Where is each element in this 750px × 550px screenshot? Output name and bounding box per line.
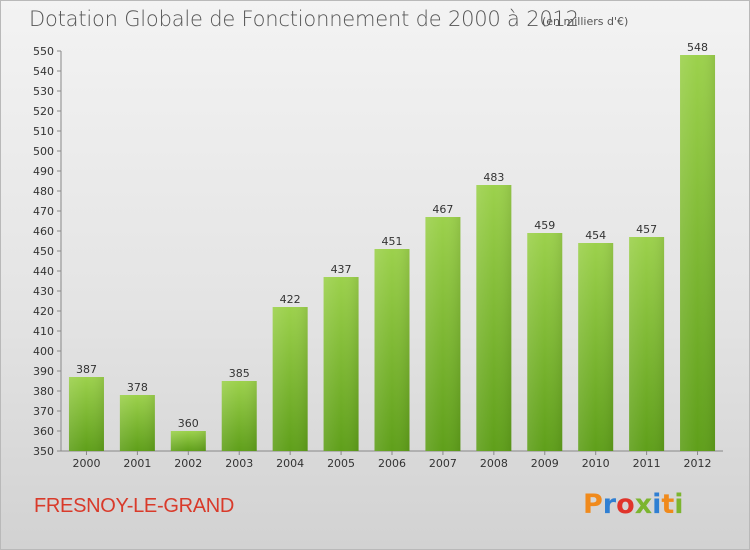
bar-shine	[680, 55, 716, 451]
data-label: 548	[687, 41, 708, 54]
data-label: 437	[331, 263, 352, 276]
y-tick-label: 390	[33, 365, 54, 378]
data-label: 459	[534, 219, 555, 232]
x-tick-label: 2005	[327, 457, 355, 470]
data-label: 451	[382, 235, 403, 248]
chart-subtitle: (en milliers d'€)	[542, 15, 629, 28]
logo-letter: r	[602, 489, 617, 520]
y-tick-label: 400	[33, 345, 54, 358]
y-tick-label: 550	[33, 45, 54, 58]
bar-shine	[374, 249, 410, 451]
x-tick-label: 2002	[174, 457, 202, 470]
x-tick-label: 2004	[276, 457, 304, 470]
y-tick-label: 420	[33, 305, 54, 318]
y-tick-label: 450	[33, 245, 54, 258]
y-tick-label: 530	[33, 85, 54, 98]
x-tick-label: 2012	[684, 457, 712, 470]
logo-letter: P	[583, 489, 603, 520]
commune-name: FRESNOY-LE-GRAND	[34, 495, 235, 517]
data-label: 467	[432, 203, 453, 216]
y-tick-label: 520	[33, 105, 54, 118]
x-tick-label: 2003	[225, 457, 253, 470]
proxiti-logo[interactable]: Proxiti	[583, 489, 684, 520]
x-tick-label: 2006	[378, 457, 406, 470]
bar-shine	[119, 395, 155, 451]
bar-shine	[425, 217, 461, 451]
x-tick-label: 2008	[480, 457, 508, 470]
data-label: 360	[178, 417, 199, 430]
data-label: 422	[280, 293, 301, 306]
x-tick-label: 2011	[633, 457, 661, 470]
bar-shine	[527, 233, 563, 451]
x-tick-label: 2001	[123, 457, 151, 470]
bar-shine	[578, 243, 614, 451]
x-tick-label: 2000	[72, 457, 100, 470]
logo-letter: t	[661, 489, 675, 520]
y-tick-label: 510	[33, 125, 54, 138]
data-label: 454	[585, 229, 606, 242]
x-tick-label: 2010	[582, 457, 610, 470]
bar-shine	[272, 307, 308, 451]
data-label: 378	[127, 381, 148, 394]
y-tick-label: 470	[33, 205, 54, 218]
chart-title: Dotation Globale de Fonctionnement de 20…	[29, 7, 579, 31]
bar-shine	[221, 381, 257, 451]
bars	[68, 55, 716, 451]
y-tick-label: 430	[33, 285, 54, 298]
y-tick-label: 490	[33, 165, 54, 178]
x-tick-label: 2009	[531, 457, 559, 470]
y-tick-label: 500	[33, 145, 54, 158]
y-tick-label: 480	[33, 185, 54, 198]
bar-shine	[323, 277, 359, 451]
y-tick-label: 370	[33, 405, 54, 418]
y-tick-label: 460	[33, 225, 54, 238]
data-label: 387	[76, 363, 97, 376]
logo-letter: x	[634, 489, 653, 520]
x-tick-label: 2007	[429, 457, 457, 470]
axes: 350 360 370 380 390 400 410 420 430 440 450 460 470 4…	[33, 45, 723, 470]
bar-shine	[476, 185, 512, 451]
bar-shine	[68, 377, 104, 451]
bar-shine	[629, 237, 665, 451]
data-label: 385	[229, 367, 250, 380]
y-tick-label: 440	[33, 265, 54, 278]
y-tick-label: 410	[33, 325, 54, 338]
y-tick-label: 380	[33, 385, 54, 398]
y-tick-label: 540	[33, 65, 54, 78]
logo-letter: i	[652, 489, 662, 520]
logo-letter: i	[674, 489, 684, 520]
y-tick-label: 350	[33, 445, 54, 458]
logo-letter: o	[616, 489, 635, 520]
data-label: 457	[636, 223, 657, 236]
data-label: 483	[483, 171, 504, 184]
y-tick-label: 360	[33, 425, 54, 438]
bar-shine	[170, 431, 206, 451]
labels: 387 378 360 385 422 437 451 467 483 459 454 457 548	[76, 41, 708, 430]
